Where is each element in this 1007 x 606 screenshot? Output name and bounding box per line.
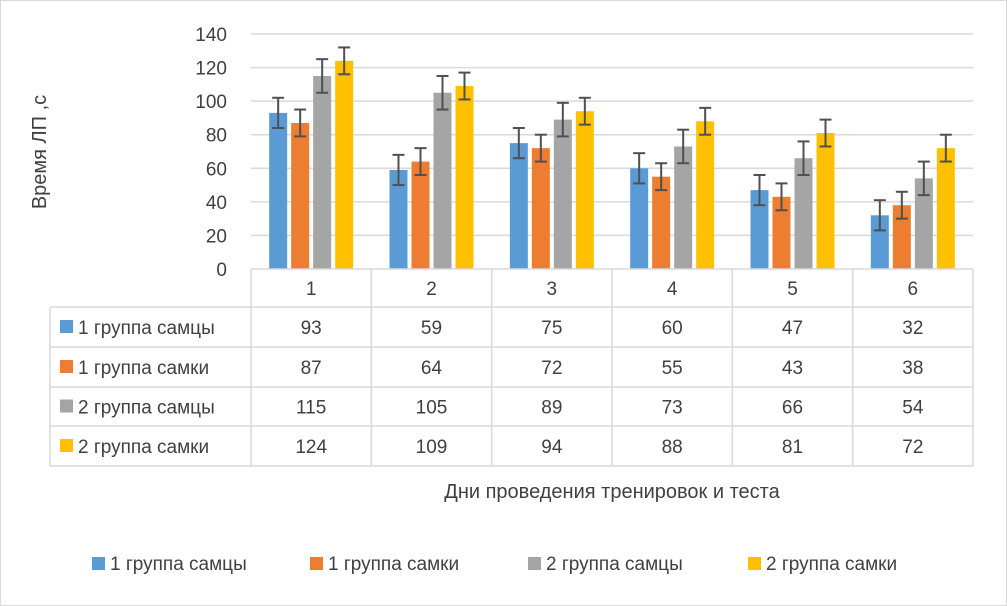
data-table-value: 47 <box>782 318 803 339</box>
data-table-value: 43 <box>782 358 803 379</box>
data-table-value: 60 <box>662 318 683 339</box>
series-label: 1 группа самки <box>78 358 209 379</box>
category-label: 3 <box>547 279 558 300</box>
category-label: 1 <box>306 279 317 300</box>
data-table-value: 87 <box>301 358 322 379</box>
bar <box>870 215 889 269</box>
bar <box>630 168 649 269</box>
y-tick-label: 80 <box>206 126 227 147</box>
bar <box>652 176 671 269</box>
series-label: 2 группа самцы <box>78 398 215 419</box>
data-table-value: 94 <box>541 437 563 458</box>
category-label: 6 <box>908 279 919 300</box>
data-table-value: 66 <box>782 398 803 419</box>
legend-key <box>60 360 73 373</box>
bar <box>936 148 955 269</box>
category-label: 5 <box>787 279 798 300</box>
y-axis-label: Время ЛП ,с <box>29 95 51 209</box>
category-label: 4 <box>667 279 678 300</box>
y-tick-label: 20 <box>206 226 227 247</box>
data-table-value: 93 <box>301 318 322 339</box>
bar <box>291 122 310 269</box>
legend-key <box>60 320 73 333</box>
data-table-value: 109 <box>416 437 448 458</box>
legend-key <box>60 399 73 413</box>
bar <box>411 161 430 269</box>
bar <box>772 196 791 269</box>
bar <box>794 158 813 269</box>
y-tick-label: 100 <box>195 92 227 113</box>
y-tick-label: 140 <box>195 25 227 46</box>
bar <box>455 86 474 270</box>
series-label: 1 группа самцы <box>78 318 215 339</box>
bar <box>750 190 769 269</box>
series-label: 2 группа самки <box>78 437 209 458</box>
bar <box>914 178 933 269</box>
data-table-value: 88 <box>662 437 683 458</box>
bar <box>335 60 354 269</box>
bar <box>674 146 693 269</box>
bar <box>313 75 332 269</box>
legend-label: 1 группа самки <box>328 554 459 575</box>
y-tick-label: 120 <box>195 59 227 80</box>
data-table-value: 73 <box>662 398 683 419</box>
bar <box>816 133 835 269</box>
data-table-value: 89 <box>541 398 562 419</box>
data-table-value: 64 <box>421 358 443 379</box>
data-table-value: 32 <box>902 318 923 339</box>
y-tick-label: 60 <box>206 159 227 180</box>
data-table-value: 105 <box>416 398 448 419</box>
bar <box>696 121 715 270</box>
data-table-value: 55 <box>662 358 683 379</box>
bar <box>575 111 594 269</box>
data-table-value: 72 <box>541 358 562 379</box>
data-table-value: 54 <box>902 398 924 419</box>
legend-label: 1 группа самцы <box>110 554 247 575</box>
bar <box>389 169 408 269</box>
data-table-value: 38 <box>902 358 923 379</box>
category-label: 2 <box>426 279 437 300</box>
bar <box>531 148 550 269</box>
data-table-value: 75 <box>541 318 562 339</box>
bar <box>509 143 528 269</box>
legend-label: 2 группа самцы <box>546 554 683 575</box>
legend-label: 2 группа самки <box>766 554 897 575</box>
data-table-value: 59 <box>421 318 442 339</box>
data-table-value: 115 <box>296 398 326 419</box>
y-tick-label: 40 <box>206 193 227 214</box>
data-table-value: 81 <box>782 437 803 458</box>
data-table-value: 124 <box>295 437 327 458</box>
legend-key <box>92 557 105 570</box>
bar <box>433 92 452 269</box>
bar <box>269 112 288 270</box>
bar <box>553 119 572 269</box>
legend-key <box>748 557 761 570</box>
bar <box>892 205 911 269</box>
legend-key <box>310 557 323 570</box>
data-table-value: 72 <box>902 437 923 458</box>
legend-key <box>60 439 73 452</box>
y-tick-label: 0 <box>216 260 227 281</box>
legend-key <box>528 557 541 570</box>
x-axis-label: Дни проведения тренировок и теста <box>444 481 780 503</box>
